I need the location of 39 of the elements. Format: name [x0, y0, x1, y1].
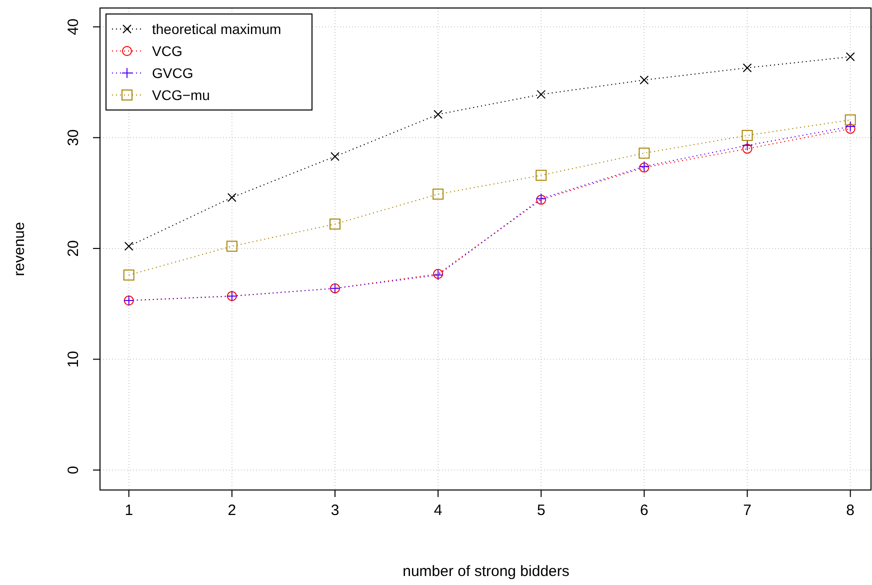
y-tick-label: 0: [65, 466, 82, 474]
point: [536, 170, 547, 181]
legend-label: theoretical maximum: [152, 21, 282, 37]
point: [846, 52, 855, 62]
point: [844, 121, 856, 132]
x-tick-label: 7: [743, 502, 752, 519]
y-tick-label: 20: [65, 240, 82, 257]
x-tick-label: 6: [640, 502, 648, 519]
y-tick-label: 10: [65, 350, 82, 368]
x-tick-label: 3: [330, 502, 340, 519]
x-tick-label: 1: [124, 502, 134, 519]
point: [742, 130, 753, 141]
point: [742, 63, 752, 72]
point: [226, 240, 238, 252]
x-tick-label: 8: [846, 502, 855, 519]
x-tick-label: 2: [228, 502, 236, 519]
legend-label: GVCG: [152, 65, 194, 81]
legend-label: VCG: [152, 43, 182, 59]
point: [640, 76, 649, 85]
point: [742, 144, 752, 154]
point: [227, 192, 236, 202]
point: [434, 110, 443, 119]
point: [536, 90, 546, 99]
point: [844, 114, 856, 126]
y-axis-title: revenue: [11, 222, 28, 276]
point: [124, 242, 134, 251]
point: [330, 152, 340, 161]
y-tick-label: 40: [65, 18, 82, 36]
point: [742, 140, 753, 151]
point: [330, 218, 340, 230]
y-tick-label: 30: [65, 129, 82, 146]
point: [432, 188, 444, 200]
x-tick-label: 5: [536, 502, 546, 519]
legend-label: VCG−mu: [152, 87, 210, 103]
x-axis-title: number of strong bidders: [402, 563, 570, 580]
x-tick-label: 4: [434, 502, 442, 519]
point: [123, 270, 134, 281]
point: [638, 148, 650, 159]
point: [845, 124, 856, 134]
